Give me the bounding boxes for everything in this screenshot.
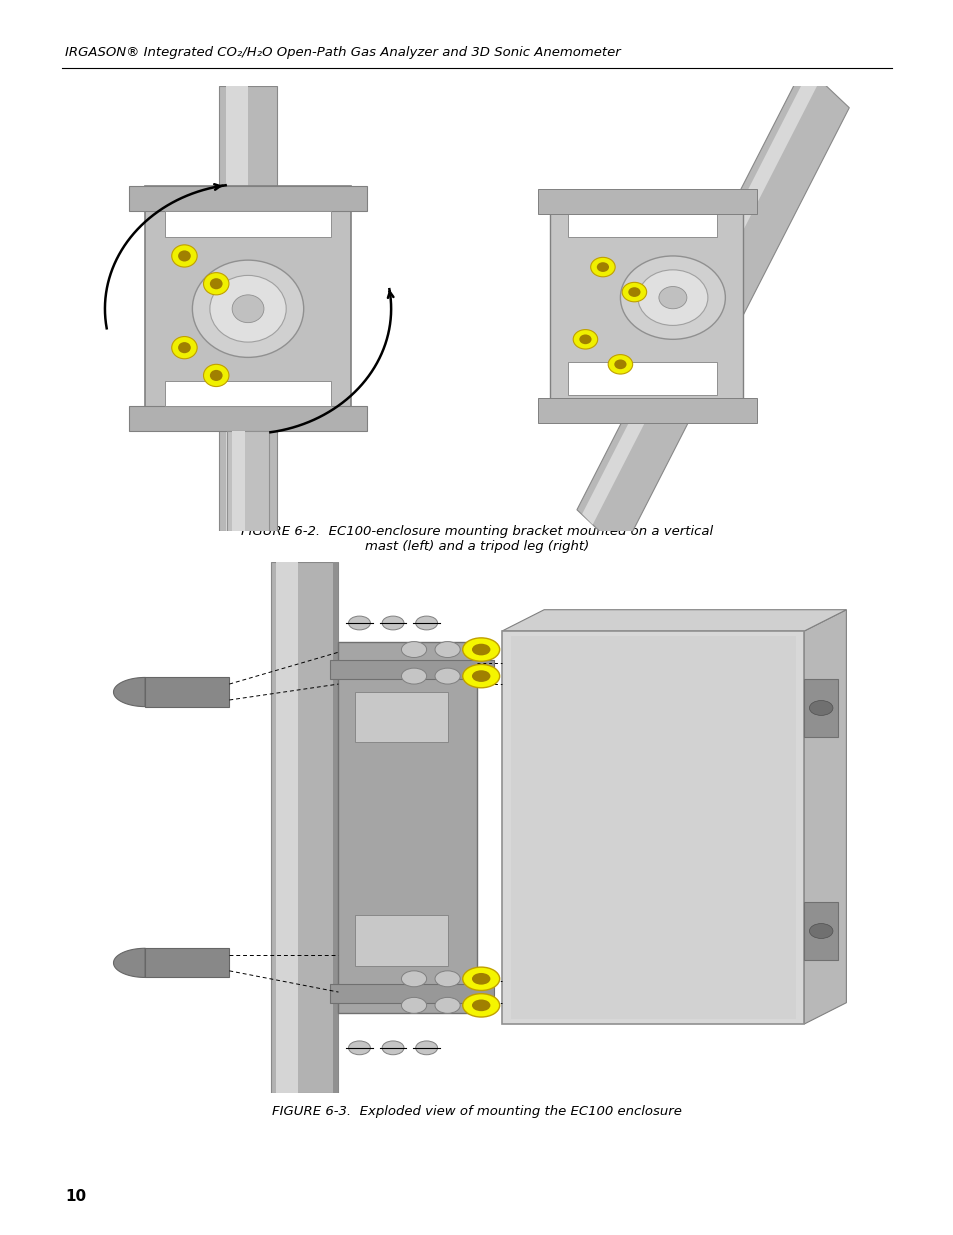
Polygon shape xyxy=(501,610,845,631)
Circle shape xyxy=(614,359,626,369)
Polygon shape xyxy=(227,431,269,531)
Circle shape xyxy=(472,671,490,682)
Bar xyxy=(165,382,331,406)
Polygon shape xyxy=(219,86,276,531)
Circle shape xyxy=(382,616,403,630)
Circle shape xyxy=(435,668,459,684)
Circle shape xyxy=(172,245,197,267)
Circle shape xyxy=(435,971,459,987)
Polygon shape xyxy=(271,562,338,1093)
Circle shape xyxy=(628,288,639,296)
Bar xyxy=(355,915,447,966)
Circle shape xyxy=(808,924,832,939)
Bar xyxy=(145,948,229,977)
Circle shape xyxy=(416,1041,437,1055)
Text: 10: 10 xyxy=(65,1189,86,1204)
Circle shape xyxy=(178,251,191,262)
Bar xyxy=(803,679,837,737)
Bar xyxy=(165,211,331,237)
Circle shape xyxy=(210,275,286,342)
Polygon shape xyxy=(581,69,820,525)
Circle shape xyxy=(638,269,707,326)
Circle shape xyxy=(203,364,229,387)
Circle shape xyxy=(472,643,490,656)
Bar xyxy=(501,631,803,1024)
Bar xyxy=(537,189,756,215)
Circle shape xyxy=(573,330,597,350)
Circle shape xyxy=(435,998,459,1013)
Circle shape xyxy=(416,616,437,630)
Text: IRGASON® Integrated CO₂/H₂O Open-Path Gas Analyzer and 3D Sonic Anemometer: IRGASON® Integrated CO₂/H₂O Open-Path Ga… xyxy=(65,46,620,59)
Circle shape xyxy=(621,283,646,301)
Circle shape xyxy=(401,971,426,987)
Circle shape xyxy=(401,668,426,684)
Circle shape xyxy=(210,278,222,289)
Bar xyxy=(330,984,494,1003)
Circle shape xyxy=(401,998,426,1013)
Circle shape xyxy=(607,354,632,374)
Polygon shape xyxy=(113,678,145,706)
Circle shape xyxy=(462,967,499,990)
Polygon shape xyxy=(276,562,298,1093)
Circle shape xyxy=(210,370,222,382)
Circle shape xyxy=(232,295,264,322)
Text: FIGURE 6-3.  Exploded view of mounting the EC100 enclosure: FIGURE 6-3. Exploded view of mounting th… xyxy=(272,1104,681,1118)
Polygon shape xyxy=(113,948,145,977)
Circle shape xyxy=(401,642,426,657)
Bar xyxy=(537,398,756,422)
Circle shape xyxy=(348,616,370,630)
Polygon shape xyxy=(232,431,245,531)
Bar xyxy=(567,204,716,237)
Bar xyxy=(355,692,447,742)
Circle shape xyxy=(472,999,490,1011)
Circle shape xyxy=(462,994,499,1018)
Circle shape xyxy=(172,337,197,359)
Circle shape xyxy=(203,273,229,295)
Circle shape xyxy=(619,256,724,340)
Circle shape xyxy=(435,642,459,657)
Polygon shape xyxy=(803,610,845,1024)
Circle shape xyxy=(193,261,303,357)
Circle shape xyxy=(597,262,608,272)
Bar xyxy=(129,186,367,211)
Circle shape xyxy=(808,700,832,715)
Bar xyxy=(145,186,351,431)
Circle shape xyxy=(472,973,490,984)
Bar xyxy=(338,642,476,1013)
Circle shape xyxy=(178,342,191,353)
Polygon shape xyxy=(334,562,338,1093)
Circle shape xyxy=(578,335,591,345)
Circle shape xyxy=(348,1041,370,1055)
Polygon shape xyxy=(577,65,848,552)
Bar xyxy=(145,678,229,706)
Bar xyxy=(803,902,837,961)
Bar xyxy=(330,661,494,679)
Circle shape xyxy=(590,257,615,277)
Text: FIGURE 6-2.  EC100-enclosure mounting bracket mounted on a vertical
mast (left) : FIGURE 6-2. EC100-enclosure mounting bra… xyxy=(241,525,712,553)
Circle shape xyxy=(659,287,686,309)
Bar xyxy=(550,204,742,409)
Circle shape xyxy=(462,664,499,688)
Circle shape xyxy=(462,637,499,661)
Circle shape xyxy=(382,1041,403,1055)
Polygon shape xyxy=(226,86,248,531)
Bar xyxy=(510,636,795,1019)
Bar xyxy=(567,362,716,395)
Bar xyxy=(129,406,367,431)
